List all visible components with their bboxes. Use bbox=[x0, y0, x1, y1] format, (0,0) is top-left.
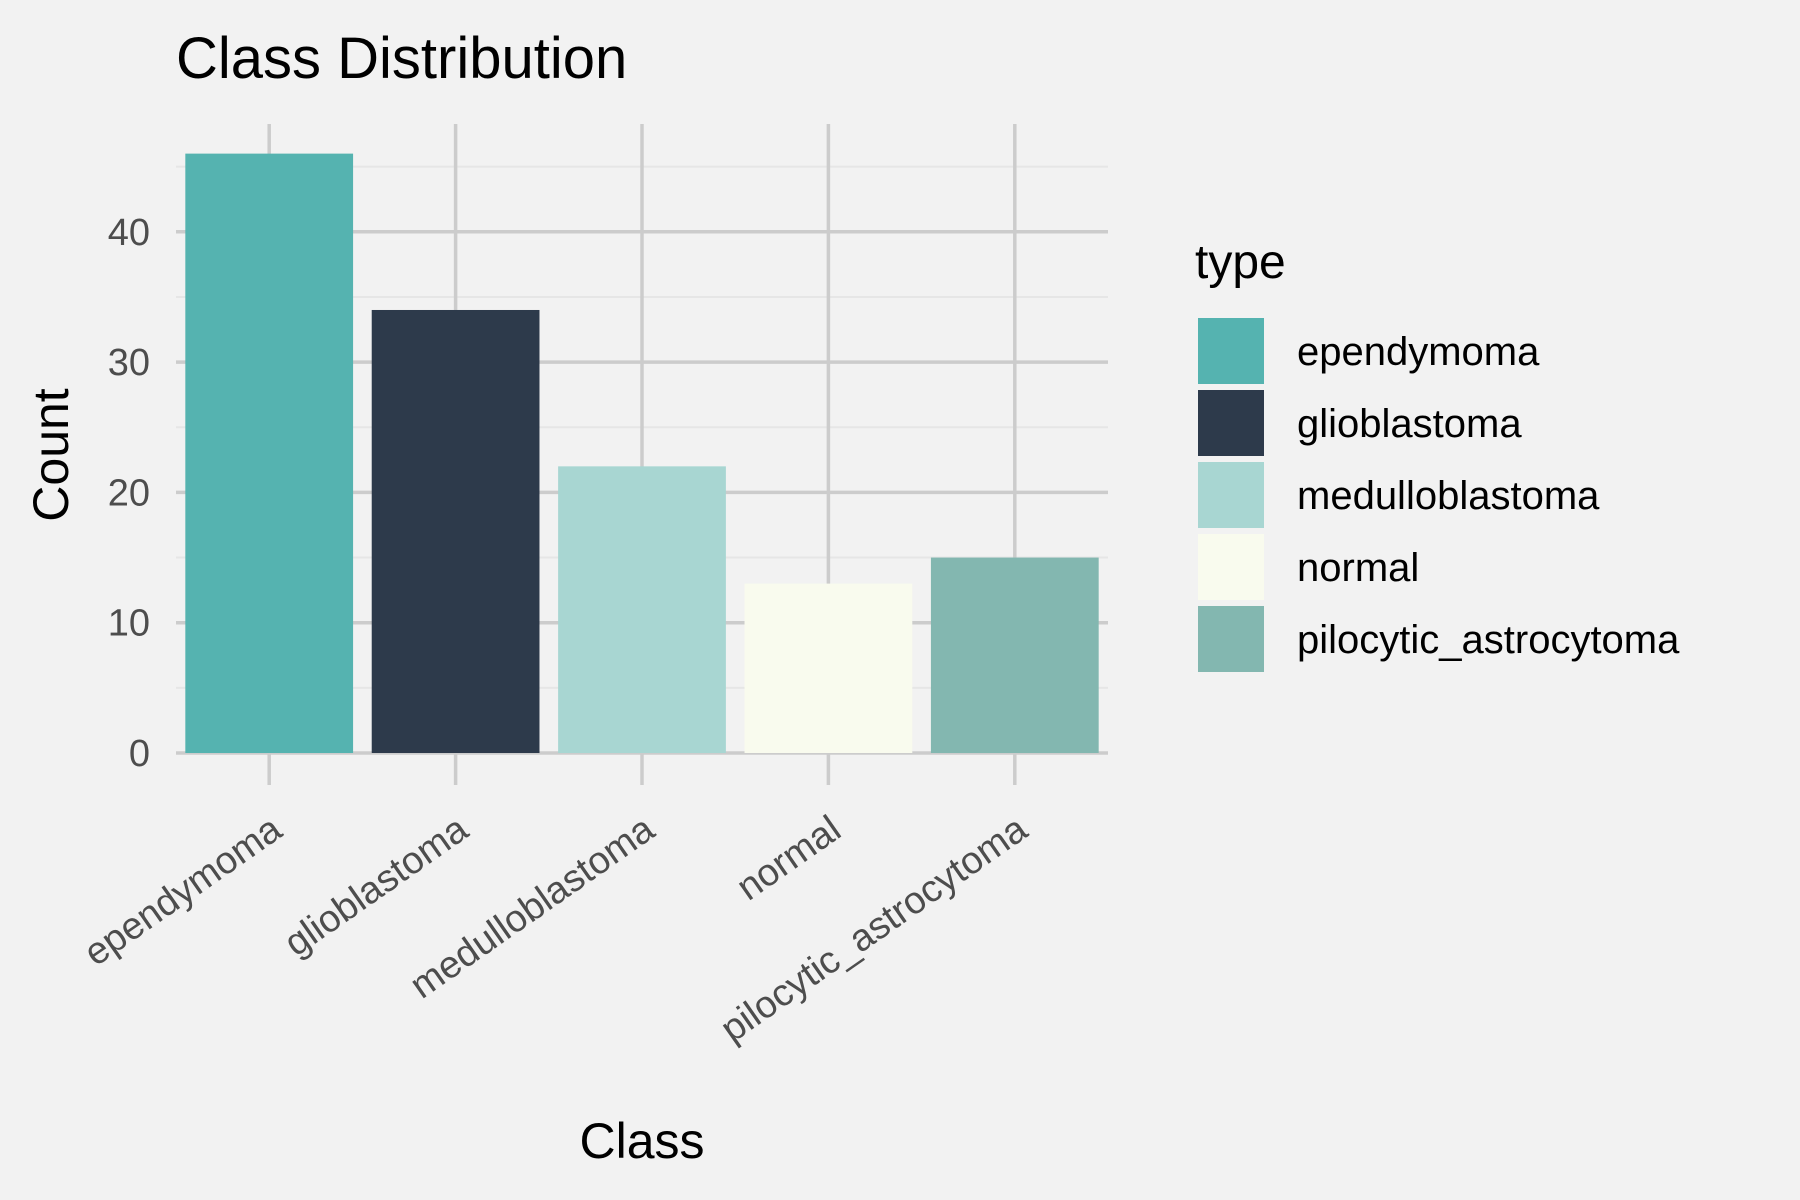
legend: type ependymoma glioblastoma medulloblasto… bbox=[1195, 236, 1680, 672]
legend-items: ependymoma glioblastoma medulloblastoma nor… bbox=[1198, 318, 1680, 672]
y-tick-label: 40 bbox=[108, 212, 150, 254]
legend-label: medulloblastoma bbox=[1297, 474, 1600, 518]
legend-key-normal bbox=[1198, 534, 1264, 600]
bar-ependymoma bbox=[185, 153, 354, 753]
chart-title: Class Distribution bbox=[176, 26, 627, 91]
legend-key-ependymoma bbox=[1198, 318, 1264, 384]
y-tick-label: 30 bbox=[108, 342, 150, 384]
legend-key-pilocytic_astrocytoma bbox=[1198, 606, 1264, 672]
bar-glioblastoma bbox=[371, 309, 540, 753]
legend-key-medulloblastoma bbox=[1198, 462, 1264, 528]
y-tick-label: 0 bbox=[129, 733, 150, 775]
legend-label: ependymoma bbox=[1297, 330, 1540, 374]
legend-label: normal bbox=[1297, 546, 1419, 590]
legend-title: type bbox=[1195, 236, 1286, 289]
y-tick-labels: 0 10 20 30 40 bbox=[108, 212, 150, 775]
y-tick-label: 10 bbox=[108, 603, 150, 645]
bar-medulloblastoma bbox=[558, 466, 726, 753]
bar-normal bbox=[744, 583, 913, 753]
legend-label: pilocytic_astrocytoma bbox=[1297, 618, 1680, 662]
bar-pilocytic_astrocytoma bbox=[930, 557, 1099, 753]
x-axis-title: Class bbox=[579, 1113, 704, 1169]
y-tick-label: 20 bbox=[108, 472, 150, 514]
legend-key-glioblastoma bbox=[1198, 390, 1264, 456]
legend-label: glioblastoma bbox=[1297, 402, 1522, 446]
bars-layer bbox=[185, 153, 1099, 753]
y-axis-title: Count bbox=[23, 388, 79, 522]
